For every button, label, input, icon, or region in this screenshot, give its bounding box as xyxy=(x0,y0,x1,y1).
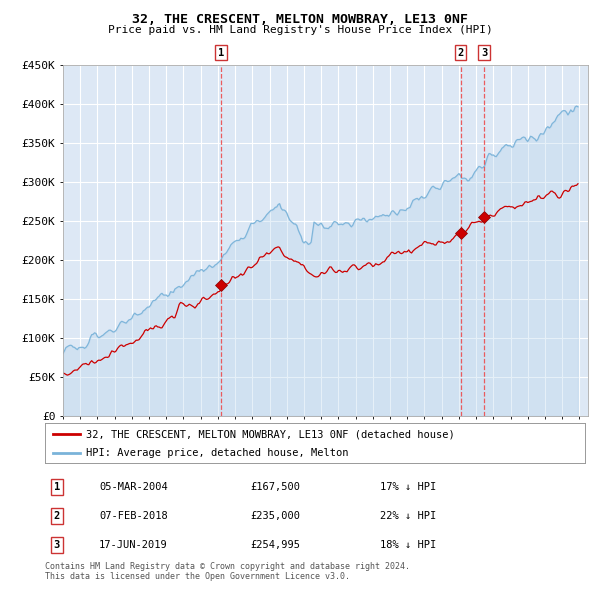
Text: 17% ↓ HPI: 17% ↓ HPI xyxy=(380,482,436,491)
Text: 05-MAR-2004: 05-MAR-2004 xyxy=(99,482,168,491)
Text: 3: 3 xyxy=(54,540,60,550)
Text: 32, THE CRESCENT, MELTON MOWBRAY, LE13 0NF: 32, THE CRESCENT, MELTON MOWBRAY, LE13 0… xyxy=(132,13,468,26)
Text: Price paid vs. HM Land Registry's House Price Index (HPI): Price paid vs. HM Land Registry's House … xyxy=(107,25,493,35)
Text: 17-JUN-2019: 17-JUN-2019 xyxy=(99,540,168,550)
Text: £235,000: £235,000 xyxy=(250,511,300,521)
Text: 32, THE CRESCENT, MELTON MOWBRAY, LE13 0NF (detached house): 32, THE CRESCENT, MELTON MOWBRAY, LE13 0… xyxy=(86,430,454,440)
Text: 18% ↓ HPI: 18% ↓ HPI xyxy=(380,540,436,550)
Text: 1: 1 xyxy=(218,48,224,58)
Text: £167,500: £167,500 xyxy=(250,482,300,491)
Text: 2: 2 xyxy=(54,511,60,521)
Text: 07-FEB-2018: 07-FEB-2018 xyxy=(99,511,168,521)
Text: 22% ↓ HPI: 22% ↓ HPI xyxy=(380,511,436,521)
Text: 3: 3 xyxy=(481,48,487,58)
Text: HPI: Average price, detached house, Melton: HPI: Average price, detached house, Melt… xyxy=(86,448,348,458)
Text: 1: 1 xyxy=(54,482,60,491)
Text: Contains HM Land Registry data © Crown copyright and database right 2024.
This d: Contains HM Land Registry data © Crown c… xyxy=(45,562,410,581)
Text: 2: 2 xyxy=(457,48,464,58)
Text: £254,995: £254,995 xyxy=(250,540,300,550)
